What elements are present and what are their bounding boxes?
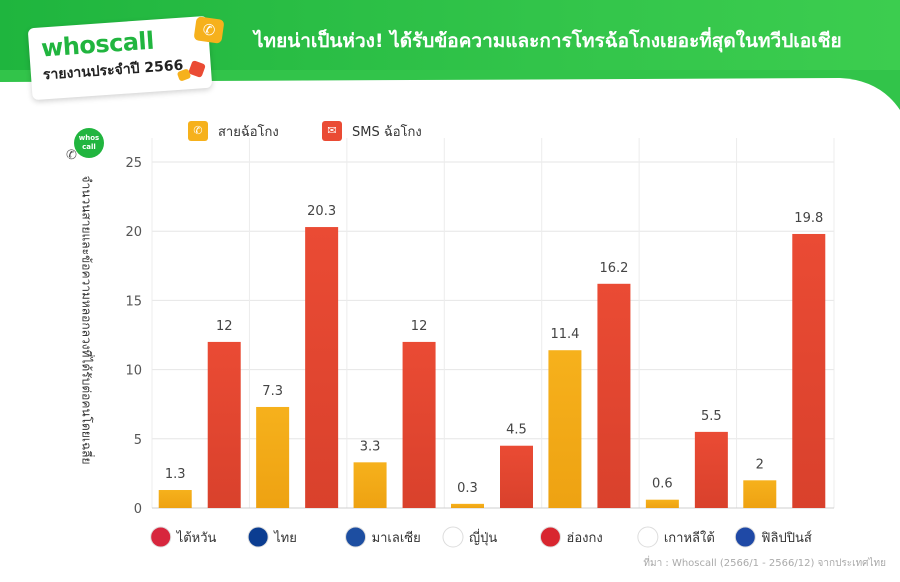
data-label: 12 bbox=[411, 319, 428, 334]
x-tick-label: ฮ่องกง bbox=[566, 531, 602, 546]
bar-calls bbox=[645, 499, 679, 508]
legend-label: สายฉ้อโกง bbox=[218, 124, 279, 140]
bar-calls bbox=[548, 350, 582, 508]
data-label: 4.5 bbox=[506, 423, 527, 438]
source-note: ที่มา : Whoscall (2566/1 - 2566/12) จากป… bbox=[643, 558, 886, 569]
data-label: 1.3 bbox=[165, 467, 186, 482]
x-tick-label: ไทย bbox=[273, 530, 297, 546]
data-label: 2 bbox=[756, 457, 764, 472]
y-tick-label: 20 bbox=[125, 225, 142, 240]
phone-icon: ✆ bbox=[188, 121, 208, 141]
whoscall-badge-icon: whos call bbox=[74, 128, 104, 158]
page-title: ไทยน่าเป็นห่วง! ได้รับข้อความและการโทรฉ้… bbox=[254, 30, 842, 52]
x-tick-label: เกาหลีใต้ bbox=[664, 530, 715, 546]
data-label: 5.5 bbox=[701, 409, 722, 424]
data-label: 16.2 bbox=[599, 261, 628, 276]
legend-label: SMS ฉ้อโกง bbox=[352, 124, 422, 140]
x-tick-label: มาเลเซีย bbox=[372, 530, 421, 546]
flag-icon bbox=[150, 526, 172, 548]
legend-item-sms: ✉ SMS ฉ้อโกง bbox=[322, 120, 422, 142]
header-curve bbox=[0, 70, 900, 130]
y-tick-label: 10 bbox=[125, 364, 142, 379]
x-tick-label: ญี่ปุ่น bbox=[469, 529, 497, 546]
flag-icon bbox=[539, 526, 561, 548]
x-tick-label: ฟิลิปปินส์ bbox=[761, 530, 812, 546]
data-label: 3.3 bbox=[360, 439, 381, 454]
data-label: 0.6 bbox=[652, 477, 673, 492]
bar-sms bbox=[402, 341, 436, 508]
bar-calls bbox=[256, 406, 290, 508]
data-label: 11.4 bbox=[550, 327, 579, 342]
bar-sms bbox=[792, 233, 826, 508]
bar-calls bbox=[158, 490, 192, 508]
flag-icon bbox=[734, 526, 756, 548]
data-label: 7.3 bbox=[262, 384, 283, 399]
data-label: 20.3 bbox=[307, 204, 336, 219]
y-tick-label: 0 bbox=[134, 502, 142, 517]
bar-sms bbox=[694, 431, 728, 508]
bar-sms bbox=[500, 445, 533, 508]
y-tick-label: 15 bbox=[125, 294, 142, 309]
y-tick-label: 25 bbox=[125, 156, 142, 171]
bar-sms bbox=[207, 341, 241, 508]
flag-icon bbox=[442, 526, 464, 548]
envelope-icon: ✉ bbox=[322, 121, 342, 141]
data-label: 19.8 bbox=[794, 211, 823, 226]
data-label: 12 bbox=[216, 319, 233, 334]
bar-sms bbox=[305, 227, 339, 508]
flag-icon bbox=[637, 526, 659, 548]
bar-calls bbox=[353, 462, 387, 508]
flag-icon bbox=[345, 526, 367, 548]
data-label: 0.3 bbox=[457, 481, 478, 496]
phone-icon: ✆ bbox=[66, 148, 77, 163]
legend-item-calls: ✆ สายฉ้อโกง bbox=[188, 120, 279, 142]
bar-calls bbox=[451, 503, 484, 508]
bar-calls bbox=[743, 480, 777, 508]
bar-sms bbox=[597, 283, 631, 508]
flag-icon bbox=[247, 526, 269, 548]
x-tick-label: ไต้หวัน bbox=[176, 530, 217, 546]
y-tick-label: 5 bbox=[134, 433, 142, 448]
